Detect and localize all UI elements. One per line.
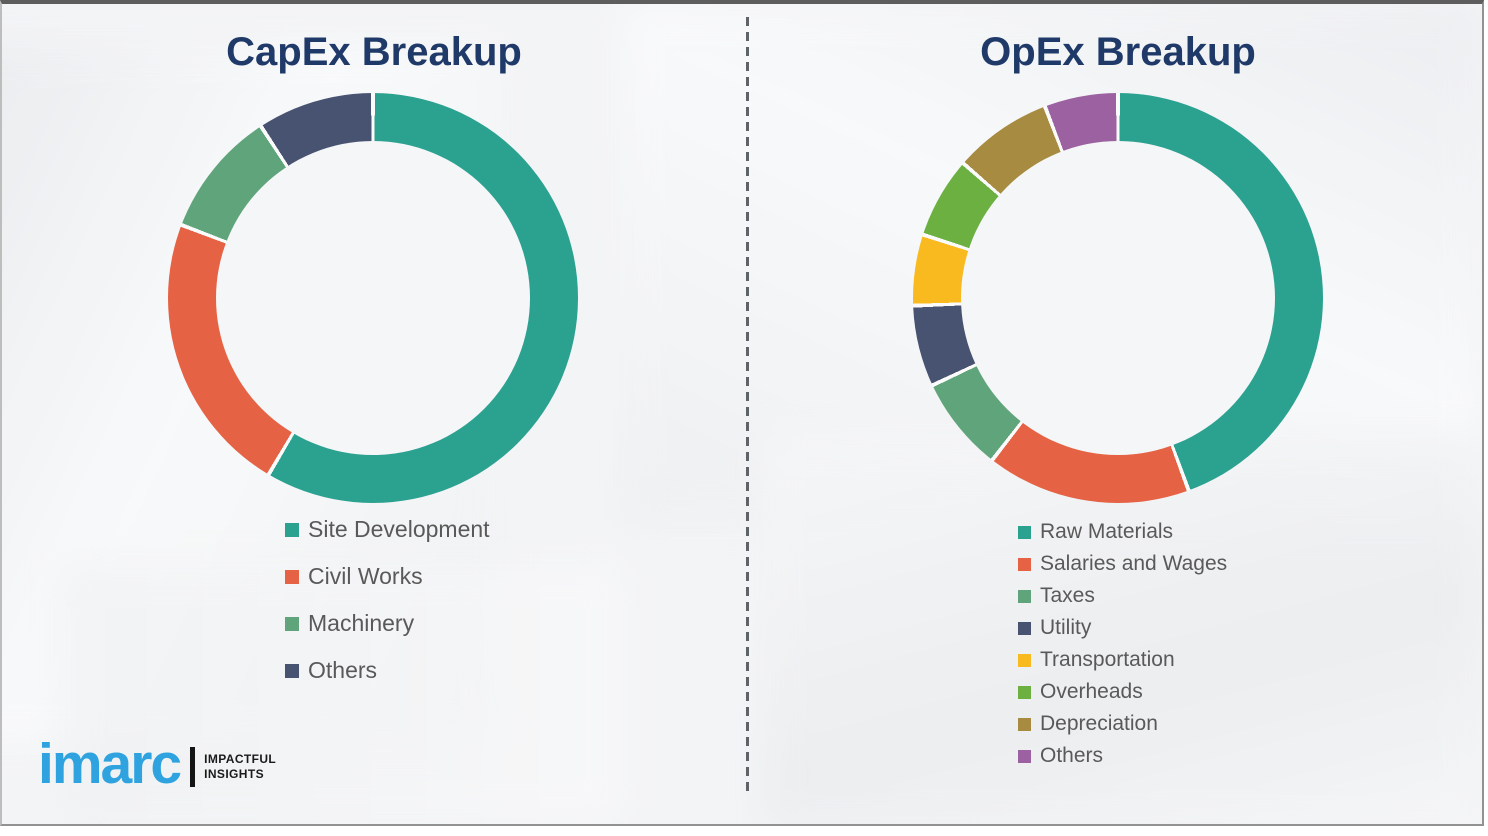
legend-swatch	[285, 616, 299, 631]
logo-divider-bar	[190, 747, 196, 788]
legend-label: Raw Materials	[1040, 520, 1174, 543]
legend-item-others: Others	[1018, 744, 1227, 768]
legend-item-raw-materials: Raw Materials	[1018, 520, 1227, 544]
imarc-logo: imarc IMPACTFUL INSIGHTS	[38, 732, 276, 796]
legend-swatch	[1018, 525, 1031, 539]
legend-label: Depreciation	[1040, 712, 1158, 735]
legend-item-salaries-and-wages: Salaries and Wages	[1018, 552, 1227, 576]
legend-swatch	[1018, 717, 1031, 731]
logo-tagline-line1: IMPACTFUL	[204, 752, 277, 767]
legend-item-taxes: Taxes	[1018, 584, 1227, 608]
imarc-wordmark: imarc	[38, 732, 182, 796]
legend-label: Utility	[1040, 616, 1092, 639]
opex-donut-hole	[961, 141, 1275, 455]
legend-item-transportation: Transportation	[1018, 648, 1227, 672]
legend-item-civil-works: Civil Works	[285, 563, 490, 590]
opex-donut-chart	[913, 93, 1323, 503]
legend-label: Others	[308, 657, 378, 683]
legend-swatch	[1018, 621, 1031, 635]
capex-panel: CapEx Breakup Site Development Civil Work…	[2, 4, 746, 824]
legend-label: Salaries and Wages	[1040, 552, 1228, 575]
capex-donut-hole	[216, 141, 530, 455]
legend-item-depreciation: Depreciation	[1018, 712, 1227, 736]
legend-item-others: Others	[285, 657, 490, 684]
legend-label: Civil Works	[308, 563, 423, 589]
capex-donut-chart	[168, 93, 578, 503]
legend-item-site-development: Site Development	[285, 516, 490, 543]
legend-swatch	[1018, 653, 1031, 667]
opex-title: OpEx Breakup	[980, 30, 1256, 74]
legend-label: Site Development	[308, 516, 490, 542]
legend-label: Transportation	[1040, 648, 1175, 671]
legend-label: Others	[1040, 744, 1104, 767]
legend-swatch	[1018, 749, 1031, 763]
legend-item-machinery: Machinery	[285, 610, 490, 637]
legend-item-overheads: Overheads	[1018, 680, 1227, 704]
legend-swatch	[285, 522, 299, 537]
legend-label: Machinery	[308, 610, 415, 636]
legend-label: Taxes	[1040, 584, 1095, 607]
legend-item-utility: Utility	[1018, 616, 1227, 640]
legend-swatch	[1018, 557, 1031, 571]
legend-swatch	[285, 663, 299, 678]
legend-swatch	[1018, 589, 1031, 603]
logo-tagline-line2: INSIGHTS	[204, 767, 264, 782]
logo-tagline: IMPACTFUL INSIGHTS	[204, 752, 276, 782]
divider-dashed-line	[746, 17, 749, 795]
capex-legend: Site Development Civil Works Machinery Othe…	[285, 516, 490, 704]
legend-swatch	[1018, 685, 1031, 699]
legend-label: Overheads	[1040, 680, 1143, 703]
opex-legend: Raw Materials Salaries and Wages Taxes Util…	[1018, 520, 1227, 776]
capex-title: CapEx Breakup	[226, 30, 522, 74]
legend-swatch	[285, 569, 299, 584]
opex-panel: OpEx Breakup Raw Materials Salaries and W…	[746, 4, 1482, 824]
